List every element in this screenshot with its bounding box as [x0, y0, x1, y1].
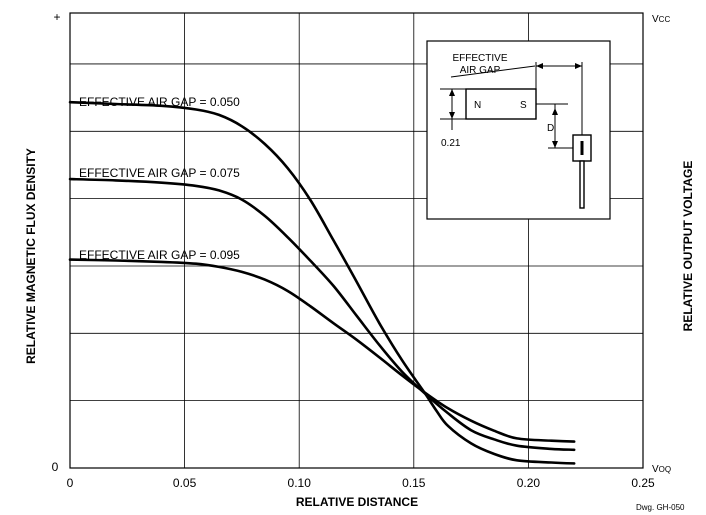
thickness-arrow-bottom	[449, 112, 455, 119]
curves	[68, 100, 576, 465]
hall-sensor-lead	[579, 160, 585, 209]
x-tick-labels: 0 0.05 0.10 0.15 0.20 0.25	[67, 476, 655, 490]
x-tick-label: 0.20	[517, 476, 541, 490]
x-tick-label: 0.10	[288, 476, 312, 490]
voq-label: VOQ	[652, 464, 671, 475]
x-tick-label: 0.15	[402, 476, 426, 490]
inset-label-air-gap: AIR GAP	[460, 65, 501, 76]
thickness-arrow-top	[449, 89, 455, 96]
thickness-label: 0.21	[441, 138, 461, 149]
plot-frame	[69, 12, 644, 469]
curve-air-gap-0050	[68, 100, 576, 465]
y-bottom-label: 0	[52, 460, 59, 474]
x-tick-label: 0	[67, 476, 74, 490]
air-gap-inset-diagram: EFFECTIVE AIR GAP N S 0.21 D	[426, 40, 611, 220]
vcc-label: VCC	[652, 14, 670, 25]
y-axis-title-left: RELATIVE MAGNETIC FLUX DENSITY	[24, 148, 38, 364]
inset-box	[426, 40, 611, 220]
y-axis-title-right: RELATIVE OUTPUT VOLTAGE	[681, 161, 695, 332]
inset-label-leader	[450, 65, 536, 78]
d-label: D	[547, 123, 554, 134]
curve-air-gap-0095	[68, 258, 576, 443]
d-arrow-bottom	[552, 141, 558, 148]
magnet-south-label: S	[520, 100, 527, 111]
y-top-label: +	[53, 10, 60, 24]
series-label-0050: EFFECTIVE AIR GAP = 0.050	[79, 95, 240, 109]
air-gap-arrow-right	[575, 63, 582, 69]
air-gap-arrow-left	[536, 63, 543, 69]
d-arrow-top	[552, 108, 558, 115]
curve-air-gap-0075	[68, 177, 576, 452]
series-label-0075: EFFECTIVE AIR GAP = 0.075	[79, 166, 240, 180]
inset-label-effective: EFFECTIVE	[452, 53, 507, 64]
x-tick-label: 0.25	[631, 476, 655, 490]
drawing-number: Dwg. GH-050	[636, 503, 685, 512]
series-label-0095: EFFECTIVE AIR GAP = 0.095	[79, 248, 240, 262]
x-axis-title: RELATIVE DISTANCE	[296, 495, 418, 509]
magnet	[465, 88, 537, 120]
magnet-north-label: N	[474, 100, 481, 111]
x-tick-label: 0.05	[173, 476, 197, 490]
